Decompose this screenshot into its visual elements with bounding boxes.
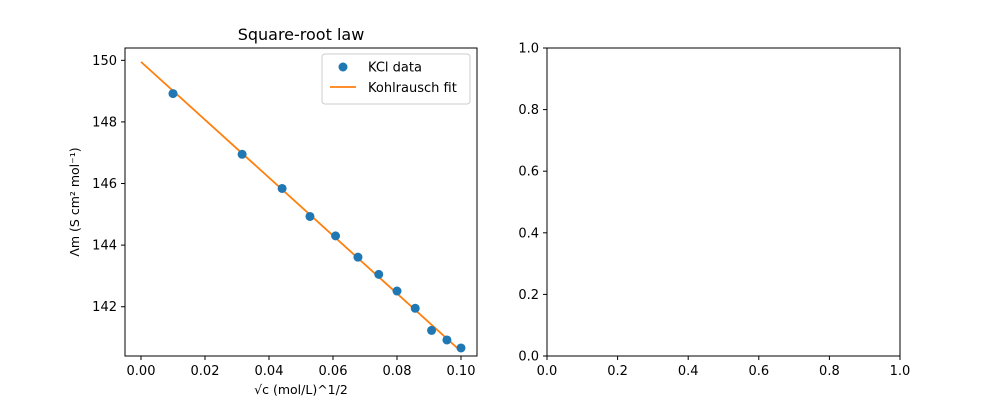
left-x-tick-label: 0.00 (127, 364, 156, 379)
legend-box (321, 53, 471, 105)
legend-label-kohlrausch-fit: Kohlrausch fit (368, 81, 457, 96)
data-point (410, 303, 420, 313)
left-x-tick-label: 0.10 (447, 364, 476, 379)
data-point (353, 252, 363, 262)
data-point (427, 325, 437, 335)
left-axes-frame (124, 47, 478, 357)
left-x-tick-label: 0.04 (255, 364, 284, 379)
right-axes: 0.0 0.2 0.4 0.6 0.8 1.0 0.0 0.2 0.4 0.6 0.8 1.0 (518, 42, 910, 380)
data-point (277, 183, 287, 193)
right-y-tick-label: 0.0 (518, 350, 539, 365)
data-point (392, 286, 402, 296)
left-x-axis-label: √c (mol/L)^1/2 (254, 382, 348, 397)
legend: KCl data Kohlrausch fit (321, 53, 471, 105)
right-x-tick-label: 1.0 (890, 364, 911, 379)
right-axes-frame (546, 47, 901, 357)
legend-marker-kcl-data (338, 62, 348, 72)
left-y-tick-label: 144 (92, 239, 117, 254)
right-y-tick-label: 0.2 (518, 288, 539, 303)
data-points (168, 89, 466, 353)
right-y-tick-label: 1.0 (518, 42, 539, 57)
data-point (237, 149, 247, 159)
legend-label-kcl-data: KCl data (368, 61, 422, 76)
right-x-tick-label: 0.6 (748, 364, 769, 379)
data-point (442, 335, 452, 345)
data-point (305, 211, 315, 221)
right-y-tick-label: 0.4 (518, 226, 539, 241)
left-axes-title: Square-root law (238, 25, 365, 44)
right-axes-ticks: 0.0 0.2 0.4 0.6 0.8 1.0 0.0 0.2 0.4 0.6 0.8 1.0 (518, 42, 910, 380)
right-y-tick-label: 0.6 (518, 165, 539, 180)
left-x-tick-label: 0.06 (319, 364, 348, 379)
fit-line (140, 61, 462, 353)
data-point (374, 269, 384, 279)
right-x-tick-label: 0.2 (607, 364, 628, 379)
left-y-tick-label: 148 (92, 115, 117, 130)
left-y-tick-label: 150 (92, 54, 117, 69)
left-y-tick-label: 142 (92, 300, 117, 315)
right-x-tick-label: 0.0 (537, 364, 558, 379)
data-point (456, 343, 466, 353)
right-x-tick-label: 0.8 (819, 364, 840, 379)
right-x-tick-label: 0.4 (678, 364, 699, 379)
left-x-tick-label: 0.08 (383, 364, 412, 379)
left-axes: Square-root law 0.00 0.02 0.04 0.06 0.08 0.10… (67, 25, 478, 397)
left-axes-ticks: 0.00 0.02 0.04 0.06 0.08 0.10 142 144 146 148 150 (92, 54, 475, 379)
left-y-tick-label: 146 (92, 177, 117, 192)
left-x-tick-label: 0.02 (191, 364, 220, 379)
left-y-axis-label: Λm (S cm² mol⁻¹) (67, 147, 82, 256)
right-y-tick-label: 0.8 (518, 103, 539, 118)
data-point (168, 89, 178, 99)
data-point (331, 231, 341, 241)
